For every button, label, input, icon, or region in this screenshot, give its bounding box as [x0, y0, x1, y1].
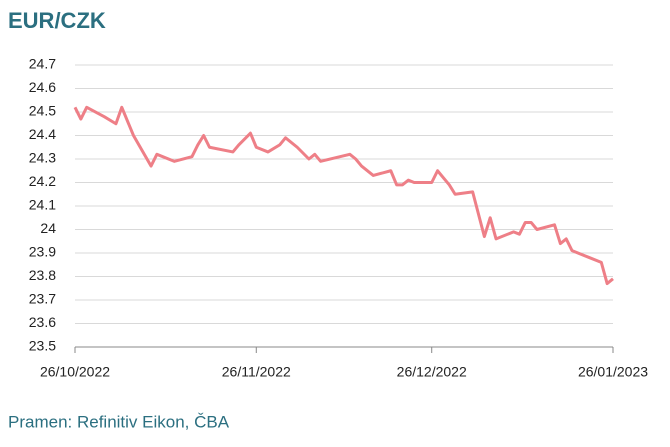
- y-tick-label: 23.6: [29, 314, 56, 330]
- y-tick-label: 24.3: [29, 150, 56, 166]
- y-tick-label: 24.1: [29, 197, 56, 213]
- source-note: Pramen: Refinitiv Eikon, ČBA: [8, 412, 230, 431]
- y-tick-label: 23.7: [29, 291, 56, 307]
- y-tick-label: 23.9: [29, 244, 56, 260]
- y-tick-label: 24.2: [29, 173, 56, 189]
- y-tick-label: 24.7: [29, 56, 56, 72]
- x-tick-label: 26/01/2023: [578, 364, 648, 380]
- y-tick-label: 24.6: [29, 79, 56, 95]
- y-tick-label: 24: [40, 220, 56, 236]
- x-tick-label: 26/10/2022: [40, 364, 110, 380]
- y-tick-label: 24.4: [29, 126, 56, 142]
- data-line: [73, 105, 614, 286]
- chart-title: EUR/CZK: [8, 8, 106, 33]
- y-tick-label: 23.8: [29, 267, 56, 283]
- x-tick-label: 26/12/2022: [397, 364, 467, 380]
- x-tick-label: 26/11/2022: [222, 364, 291, 380]
- y-tick-label: 24.5: [29, 103, 56, 119]
- y-tick-label: 23.5: [29, 338, 56, 354]
